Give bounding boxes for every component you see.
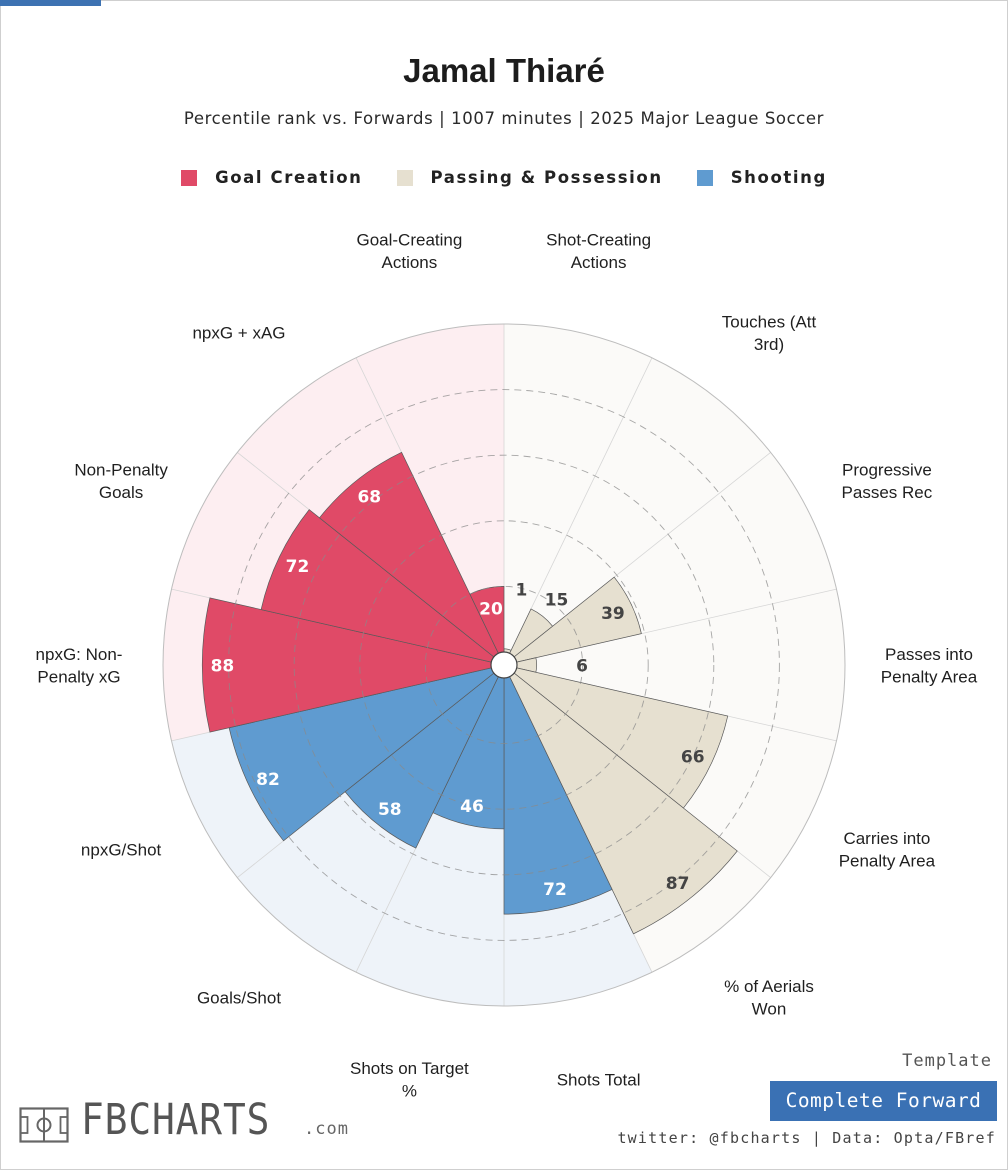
value-label-shots-total: 72	[543, 880, 567, 900]
category-label-passes-into-penalty-area: Passes into Penalty Area	[881, 645, 978, 687]
template-label: Template	[902, 1051, 992, 1071]
category-label-progressive-passes-rec: Progressive Passes Rec	[842, 460, 933, 502]
background-wedge-touches-att-3rd	[509, 357, 771, 657]
gridline-40	[359, 520, 649, 810]
legend-label-goal-creation: Goal Creation	[215, 168, 363, 187]
gridline-60	[293, 454, 715, 876]
legend-label-passing-possession: Passing & Possession	[430, 168, 663, 187]
wedge-divider	[509, 357, 653, 654]
value-label-shot-creating-actions: 1	[515, 581, 527, 601]
value-label-touches-att-3rd: 15	[545, 591, 569, 611]
legend-label-shooting: Shooting	[730, 168, 827, 187]
value-label-npxg-shot: 82	[256, 770, 280, 790]
legend-item-passing-possession: Passing & Possession	[396, 168, 663, 187]
legend-item-shooting: Shooting	[696, 168, 827, 187]
value-label-npxg-non-penalty-xg: 88	[211, 657, 235, 677]
footer-credit: twitter: @fbcharts | Data: Opta/FBref	[617, 1129, 996, 1147]
brand-logo: FBCHARTS .com	[19, 1097, 349, 1143]
value-label-passes-into-penalty-area: 6	[576, 657, 588, 677]
value-label-goal-creating-actions: 20	[479, 599, 503, 619]
category-label-goal-creating-actions: Goal-Creating Actions	[356, 230, 462, 272]
legend-swatch-passing-possession	[396, 169, 413, 186]
gridline-80	[228, 389, 780, 941]
legend-swatch-goal-creation	[181, 169, 198, 186]
gridline-20	[424, 585, 584, 745]
value-label-shots-on-target: 46	[460, 797, 484, 817]
category-label-shots-total: Shots Total	[557, 1070, 641, 1089]
background-wedge-passes-into-penalty-area	[516, 589, 845, 741]
brand-name: FBCHARTS	[81, 1095, 271, 1145]
legend-swatch-shooting	[696, 169, 713, 186]
value-label-goals-shot: 58	[378, 800, 402, 820]
category-label-npxg-non-penalty-xg: npxG: Non-Penalty xG	[36, 645, 123, 687]
category-label-npxg-xag: npxG + xAG	[192, 324, 285, 343]
value-label-npxg-xag: 68	[357, 488, 381, 508]
category-label-npxg-shot: npxG/Shot	[81, 840, 162, 859]
brand-domain: .com	[304, 1119, 349, 1139]
pitch-icon	[19, 1107, 69, 1143]
category-label-non-penalty-goals: Non-Penalty Goals	[74, 460, 168, 502]
chart-title: Jamal Thiaré	[403, 52, 605, 89]
legend-item-goal-creation: Goal Creation	[181, 168, 362, 187]
category-label-shot-creating-actions: Shot-Creating Actions	[546, 230, 651, 272]
center-hole	[490, 651, 518, 679]
category-label-carries-into-penalty-area: Carries into Penalty Area	[839, 829, 936, 871]
top-accent-bar	[0, 0, 101, 6]
category-label-goals-shot: Goals/Shot	[197, 988, 281, 1007]
category-label-shots-on-target: Shots on Target%	[350, 1059, 469, 1101]
value-label-of-aerials-won: 87	[666, 874, 690, 894]
chart-subtitle: Percentile rank vs. Forwards | 1007 minu…	[183, 109, 825, 128]
category-label-of-aerials-won: % of Aerials Won	[724, 977, 814, 1019]
value-label-non-penalty-goals: 72	[286, 557, 310, 577]
value-label-carries-into-penalty-area: 66	[681, 747, 705, 767]
background-wedge-goal-creating-actions	[356, 324, 504, 654]
template-name-badge: Complete Forward	[770, 1081, 997, 1121]
outer-ring	[162, 323, 846, 1007]
legend: Goal Creation Passing & Possession Shoot…	[0, 168, 1008, 187]
value-label-progressive-passes-rec: 39	[601, 604, 625, 624]
background-wedge-shot-creating-actions	[504, 324, 652, 654]
category-label-touches-att-3rd: Touches (Att 3rd)	[722, 313, 817, 355]
